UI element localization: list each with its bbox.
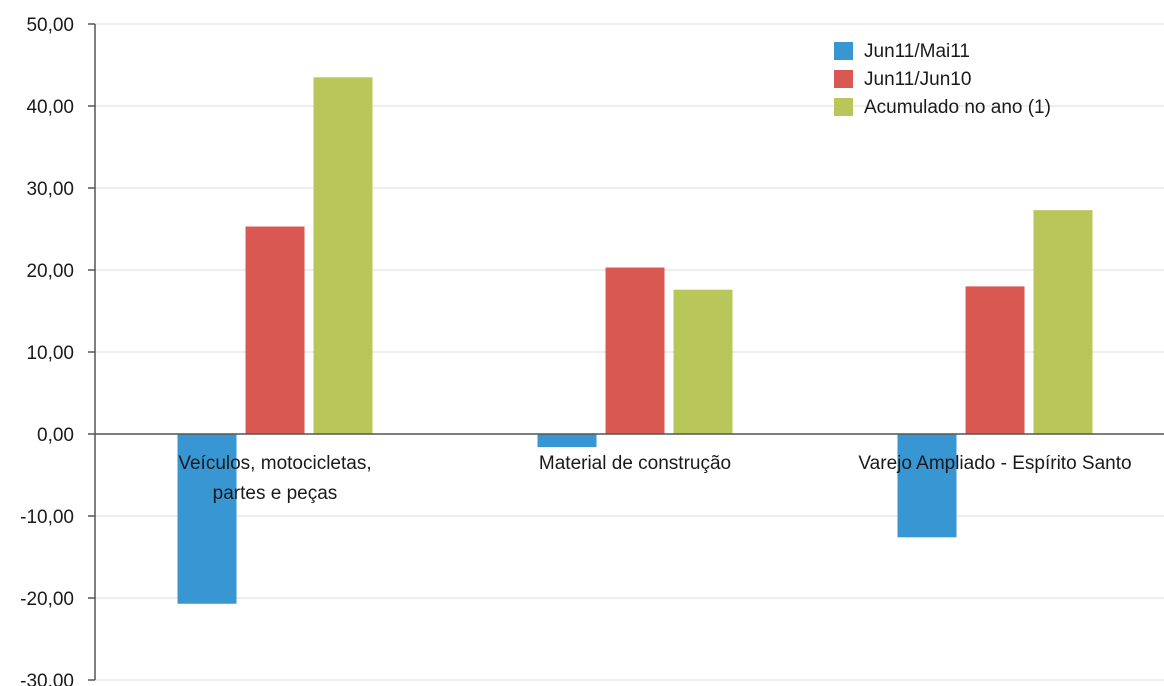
category-label: Material de construção xyxy=(539,453,731,474)
bar-1-2 xyxy=(537,434,597,448)
bar-3-1 xyxy=(313,77,373,435)
legend-label: Jun11/Jun10 xyxy=(864,69,971,90)
y-tick-label: 50,00 xyxy=(26,15,74,36)
bar-1-1 xyxy=(177,434,237,604)
bar-2-1 xyxy=(245,226,305,434)
legend-label: Acumulado no ano (1) xyxy=(864,97,1051,118)
bar-3-3 xyxy=(1033,210,1093,434)
bar-1-3 xyxy=(897,434,957,538)
y-tick-label: -30,00 xyxy=(20,671,74,686)
y-tick-label: 30,00 xyxy=(26,179,74,200)
y-tick-label: -10,00 xyxy=(20,507,74,528)
legend-swatch xyxy=(834,70,853,88)
y-tick-labels: 50,00 40,00 30,00 20,00 10,00 0,00 -10,00 -20,0… xyxy=(20,15,74,686)
category-labels: Veículos, motocicletas, partes e peças Mat… xyxy=(178,453,1131,504)
legend-swatch xyxy=(834,42,853,60)
y-tick-label: 0,00 xyxy=(37,425,74,446)
bar-2-2 xyxy=(605,267,665,434)
y-tick-label: 40,00 xyxy=(26,97,74,118)
category-label: partes e peças xyxy=(213,483,338,504)
legend: Jun11/Mai11 Jun11/Jun10 Acumulado no ano (… xyxy=(834,41,1051,118)
y-tick-label: 20,00 xyxy=(26,261,74,282)
legend-label: Jun11/Mai11 xyxy=(864,41,970,62)
category-label: Varejo Ampliado - Espírito Santo xyxy=(858,453,1131,474)
category-label: Veículos, motocicletas, xyxy=(178,453,371,474)
bar-2-3 xyxy=(965,286,1025,434)
legend-swatch xyxy=(834,98,853,116)
axes xyxy=(88,23,1164,681)
bars xyxy=(177,77,1093,604)
y-tick-label: -20,00 xyxy=(20,589,74,610)
y-tick-label: 10,00 xyxy=(26,343,74,364)
bar-3-2 xyxy=(673,289,733,434)
